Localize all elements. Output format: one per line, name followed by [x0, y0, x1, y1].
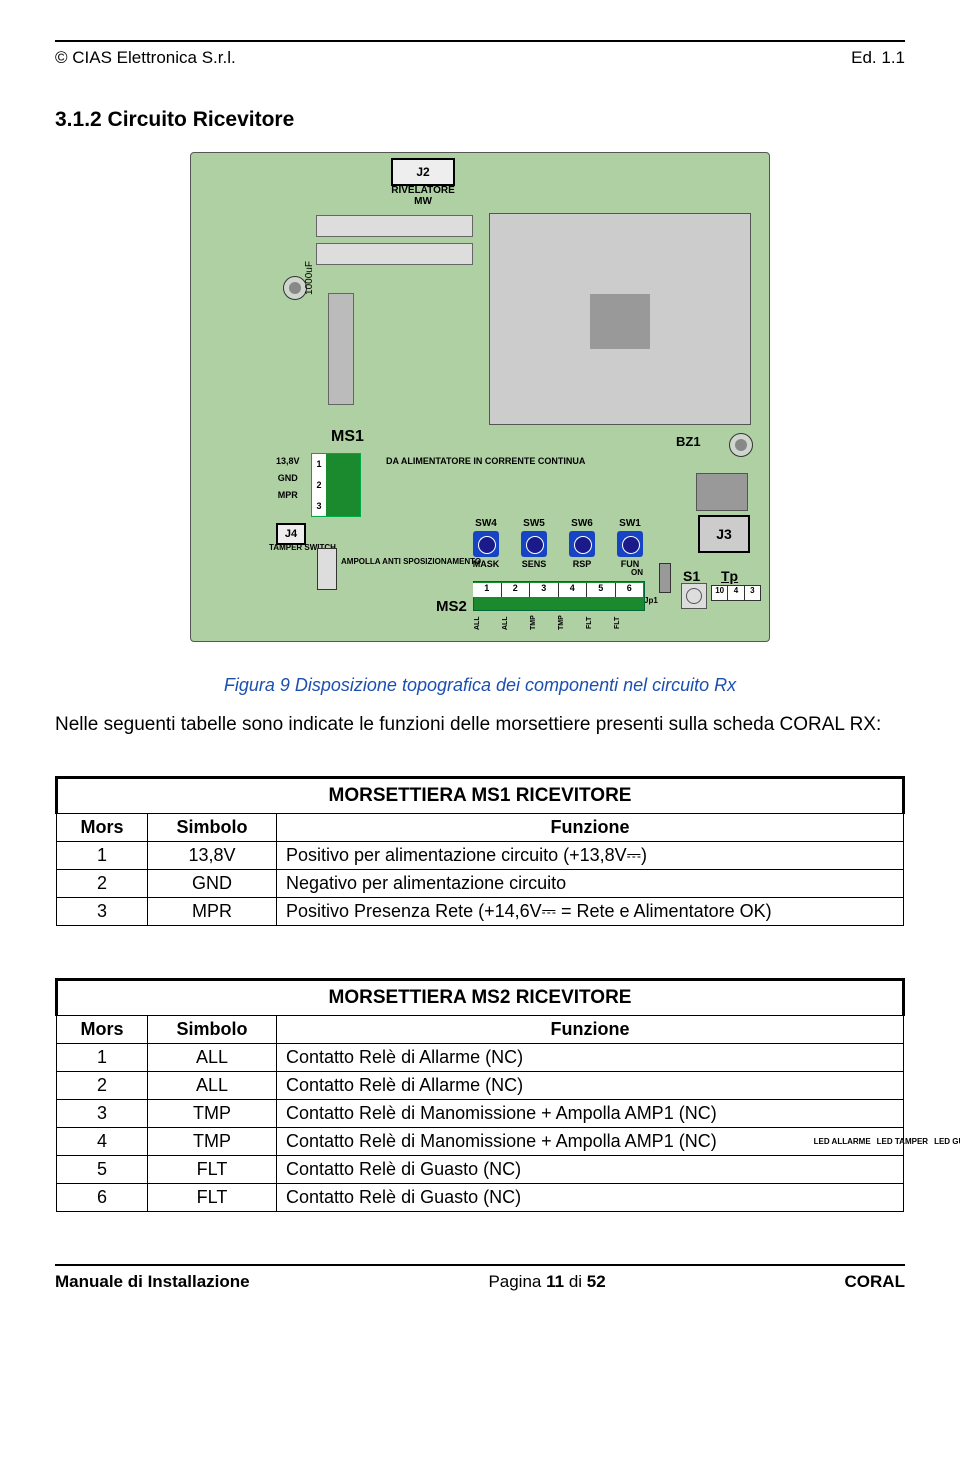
- s1-label: S1: [683, 568, 700, 584]
- ms1-label: MS1: [331, 428, 364, 446]
- table2-h2: Simbolo: [148, 1015, 277, 1043]
- led-tamper: LED TAMPER: [877, 1138, 928, 1146]
- table-row: 113,8VPositivo per alimentazione circuit…: [57, 841, 904, 869]
- table-row: 3MPRPositivo Presenza Rete (+14,6V⎓ = Re…: [57, 897, 904, 925]
- table2-title: MORSETTIERA MS2 RICEVITORE: [57, 979, 904, 1015]
- table-row: 2GNDNegativo per alimentazione circuito: [57, 869, 904, 897]
- intro-paragraph: Nelle seguenti tabelle sono indicate le …: [55, 712, 905, 738]
- header-right: Ed. 1.1: [851, 48, 905, 68]
- table1-title: MORSETTIERA MS1 RICEVITORE: [57, 777, 904, 813]
- table1-h1: Mors: [57, 813, 148, 841]
- footer-center: Pagina 11 di 52: [488, 1272, 605, 1292]
- ms1-side-labels: 13,8V GND MPR: [276, 453, 300, 504]
- section-title: 3.1.2 Circuito Ricevitore: [55, 108, 905, 132]
- sw4-pot: SW4MASK: [471, 518, 501, 569]
- pcb-diagram: J2 RIVELATORE MW 1000uF MS1 BZ1 13,8V GN…: [55, 152, 905, 665]
- tp-label: Tp: [721, 568, 738, 584]
- table-row: 4TMPContatto Relè di Manomissione + Ampo…: [57, 1127, 904, 1155]
- table-row: 3TMPContatto Relè di Manomissione + Ampo…: [57, 1099, 904, 1127]
- table-row: 2ALLContatto Relè di Allarme (NC): [57, 1071, 904, 1099]
- ms2-label: MS2: [436, 598, 467, 615]
- table-ms1: MORSETTIERA MS1 RICEVITORE Mors Simbolo …: [55, 776, 905, 926]
- s1-button: [681, 583, 707, 609]
- sw1-pot: SW1FUN: [615, 518, 645, 569]
- rivelatore-label: RIVELATORE MW: [389, 185, 457, 207]
- table-ms2: MORSETTIERA MS2 RICEVITORE Mors Simbolo …: [55, 978, 905, 1212]
- footer-left: Manuale di Installazione: [55, 1272, 250, 1292]
- ampolla-label: AMPOLLA ANTI SPOSIZIONAMENTO: [341, 558, 481, 567]
- table2-h1: Mors: [57, 1015, 148, 1043]
- led-guasto: LED GUASTO: [934, 1138, 960, 1146]
- sw6-pot: SW6RSP: [567, 518, 597, 569]
- footer-right: CORAL: [845, 1272, 905, 1292]
- led-allarme: LED ALLARME: [814, 1138, 871, 1146]
- j4-connector: J4: [276, 523, 306, 545]
- figure-caption: Figura 9 Disposizione topografica dei co…: [55, 675, 905, 696]
- table1-h2: Simbolo: [148, 813, 277, 841]
- table-row: 6FLTContatto Relè di Guasto (NC): [57, 1183, 904, 1211]
- j3-connector: J3: [698, 515, 750, 553]
- bz1-label: BZ1: [676, 434, 701, 449]
- da-alimentatore-label: DA ALIMENTATORE IN CORRENTE CONTINUA: [386, 456, 585, 467]
- tp-pins: 1043: [711, 585, 761, 601]
- table-row: 5FLTContatto Relè di Guasto (NC): [57, 1155, 904, 1183]
- j2-connector: J2: [391, 158, 455, 186]
- header-left: © CIAS Elettronica S.r.l.: [55, 48, 236, 68]
- sw5-pot: SW5SENS: [519, 518, 549, 569]
- table-row: 1ALLContatto Relè di Allarme (NC): [57, 1043, 904, 1071]
- table1-h3: Funzione: [277, 813, 904, 841]
- table2-h3: Funzione: [277, 1015, 904, 1043]
- capacitor-label: 1000uF: [304, 243, 315, 313]
- ms1-terminal: 1 2 3: [311, 453, 361, 517]
